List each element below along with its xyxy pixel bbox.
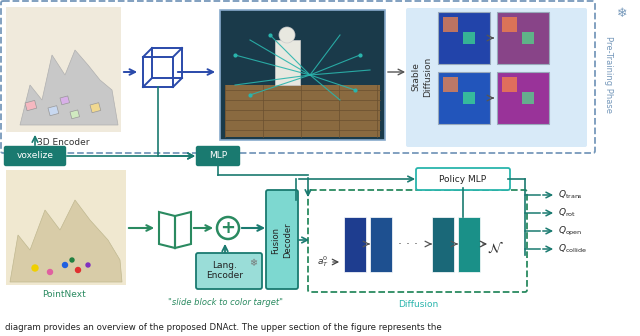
FancyBboxPatch shape <box>416 168 510 190</box>
Text: Encoder: Encoder <box>207 270 243 280</box>
Bar <box>90 103 100 113</box>
Circle shape <box>32 265 38 271</box>
Text: ❄: ❄ <box>617 7 627 20</box>
Bar <box>432 217 454 272</box>
Text: Lang.: Lang. <box>212 261 237 270</box>
FancyBboxPatch shape <box>6 170 126 285</box>
FancyBboxPatch shape <box>406 8 587 147</box>
Bar <box>522 92 534 104</box>
Bar <box>225 85 380 137</box>
Bar <box>25 100 36 111</box>
FancyBboxPatch shape <box>266 190 298 289</box>
Bar <box>463 92 475 104</box>
Text: voxelize: voxelize <box>17 152 54 161</box>
Bar <box>502 17 517 32</box>
Bar <box>438 72 490 124</box>
FancyBboxPatch shape <box>196 253 262 289</box>
Bar <box>370 217 392 272</box>
Text: ❄: ❄ <box>249 258 257 268</box>
Bar <box>443 17 458 32</box>
Bar <box>60 96 70 105</box>
Text: · · ·: · · · <box>398 238 418 251</box>
Text: $Q_{\rm open}$: $Q_{\rm open}$ <box>558 224 582 238</box>
Circle shape <box>47 269 52 275</box>
Bar <box>152 48 182 78</box>
FancyBboxPatch shape <box>6 7 121 132</box>
Text: Stable
Diffusion: Stable Diffusion <box>412 57 433 97</box>
Polygon shape <box>20 50 118 125</box>
Bar <box>463 32 475 44</box>
Text: Diffusion: Diffusion <box>398 300 438 309</box>
Text: $\mathcal{N}$: $\mathcal{N}$ <box>486 240 504 256</box>
Bar <box>522 32 534 44</box>
Text: $Q_{\rm collide}$: $Q_{\rm collide}$ <box>558 243 588 255</box>
Circle shape <box>86 263 90 267</box>
FancyBboxPatch shape <box>4 146 65 166</box>
Circle shape <box>217 217 239 239</box>
Bar <box>220 10 385 140</box>
Polygon shape <box>10 200 122 282</box>
FancyBboxPatch shape <box>196 146 239 166</box>
Bar <box>275 40 300 85</box>
Text: $Q_{\rm trans}$: $Q_{\rm trans}$ <box>558 189 583 201</box>
Text: 3D Encoder: 3D Encoder <box>36 138 89 147</box>
Bar <box>502 77 517 92</box>
Text: $a_T^0$: $a_T^0$ <box>317 255 329 269</box>
Bar <box>497 72 549 124</box>
Text: PointNext: PointNext <box>42 290 86 299</box>
Text: MLP: MLP <box>209 152 227 161</box>
Circle shape <box>76 267 81 272</box>
Text: +: + <box>221 219 236 237</box>
Bar <box>443 77 458 92</box>
Bar <box>344 217 366 272</box>
Text: Pre-Training Phase: Pre-Training Phase <box>605 37 614 114</box>
Bar <box>70 110 79 119</box>
Circle shape <box>63 262 67 267</box>
Circle shape <box>70 258 74 262</box>
Bar <box>48 106 59 116</box>
Text: diagram provides an overview of the proposed DNAct. The upper section of the fig: diagram provides an overview of the prop… <box>5 324 442 333</box>
Bar <box>497 12 549 64</box>
Bar <box>458 217 480 272</box>
Bar <box>438 12 490 64</box>
Circle shape <box>279 27 295 43</box>
Text: $Q_{\rm rot}$: $Q_{\rm rot}$ <box>558 207 576 219</box>
Text: Fusion
Decoder: Fusion Decoder <box>271 222 292 258</box>
Text: Policy MLP: Policy MLP <box>440 174 486 183</box>
Bar <box>143 57 173 87</box>
Text: "slide block to color target": "slide block to color target" <box>168 298 282 307</box>
